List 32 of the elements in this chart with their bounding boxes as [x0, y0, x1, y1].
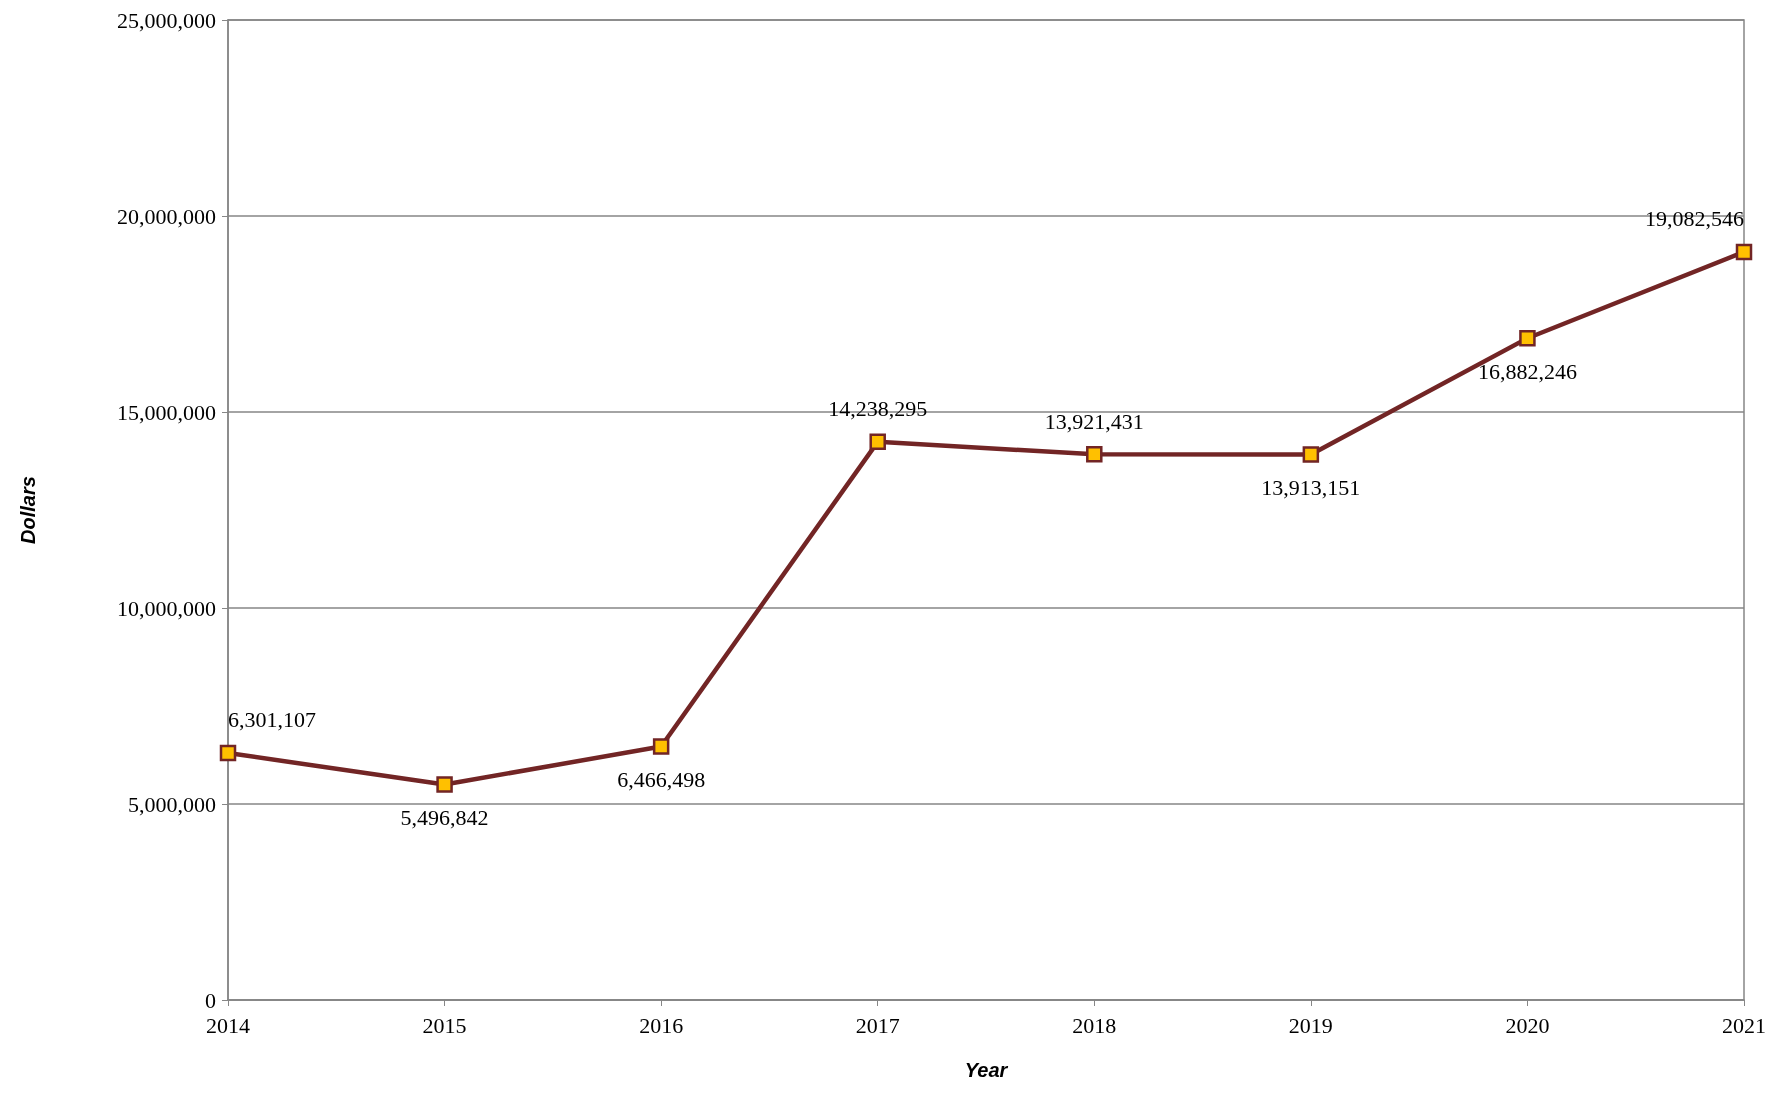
y-tick-label: 10,000,000 — [117, 595, 216, 621]
point — [1086, 446, 1103, 463]
data-label: 14,238,295 — [828, 396, 928, 422]
y-tick-label: 25,000,000 — [117, 7, 216, 33]
data-label: 5,496,842 — [400, 805, 489, 831]
point — [1302, 446, 1320, 463]
point — [652, 738, 670, 755]
data-label: 13,913,151 — [1261, 475, 1361, 501]
x-axis-title: Year — [964, 1059, 1009, 1081]
x-tick-label: 2019 — [1288, 1012, 1333, 1038]
x-tick-label: 2015 — [422, 1012, 467, 1038]
data-label: 13,921,431 — [1044, 408, 1144, 434]
y-axis-title: Dollars — [17, 476, 39, 544]
point — [436, 776, 453, 793]
data-label: 6,301,107 — [228, 707, 316, 733]
x-tick-label: 2017 — [855, 1012, 900, 1038]
x-tick-label: 2018 — [1072, 1012, 1117, 1038]
point — [219, 744, 237, 762]
point — [1735, 243, 1753, 261]
point — [1519, 329, 1536, 347]
y-tick-label: 5,000,000 — [128, 791, 216, 817]
y-tick-label: 15,000,000 — [117, 399, 216, 425]
y-tick-label: 20,000,000 — [117, 203, 216, 229]
x-tick-label: 2021 — [1722, 1012, 1766, 1038]
x-tick-label: 2014 — [206, 1012, 250, 1038]
x-tick-label: 2020 — [1505, 1012, 1550, 1038]
data-label: 16,882,246 — [1477, 358, 1577, 384]
data-label: 6,466,498 — [617, 767, 706, 793]
point — [869, 433, 886, 451]
y-tick-label: 0 — [205, 987, 216, 1013]
x-tick-label: 2016 — [639, 1012, 684, 1038]
data-label: 19,082,546 — [1645, 206, 1744, 232]
